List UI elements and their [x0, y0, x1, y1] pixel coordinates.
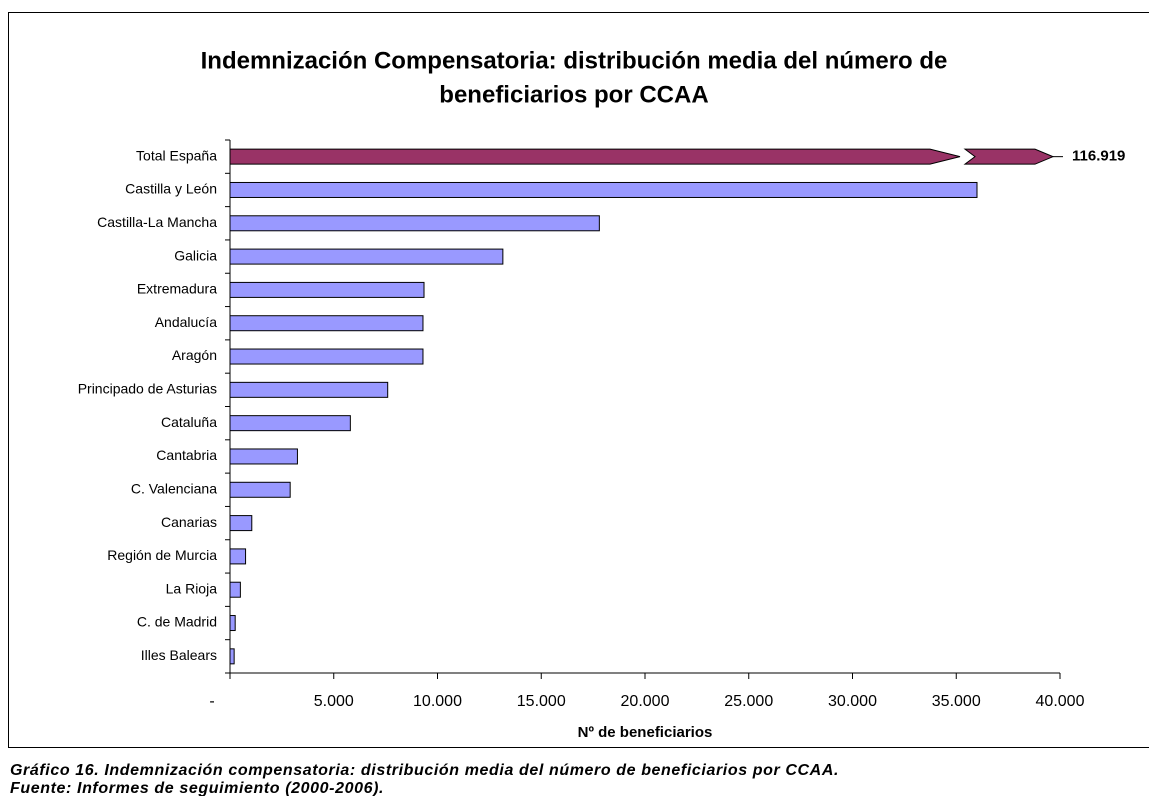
bar [229, 615, 236, 632]
bar [229, 148, 1055, 165]
chart-border [8, 12, 1149, 748]
y-tick-label: La Rioja [166, 580, 218, 596]
y-tick-label: Castilla-La Mancha [97, 214, 217, 230]
x-tick-label: - [209, 693, 214, 710]
bar [229, 215, 600, 232]
y-tick-label: Galicia [174, 247, 217, 263]
y-tick-label: Principado de Asturias [78, 381, 217, 397]
x-axis-label: Nº de beneficiarios [578, 724, 713, 741]
caption: Fuente: Informes de seguimiento (2000-20… [10, 780, 384, 796]
bar [229, 248, 504, 265]
value-label: 116.919 [1072, 148, 1125, 165]
x-tick-label: 20.000 [621, 693, 670, 710]
x-tick-label: 25.000 [724, 693, 773, 710]
bar [229, 315, 424, 332]
bar [229, 348, 424, 365]
x-tick-label: 10.000 [413, 693, 462, 710]
bar [229, 448, 298, 465]
x-tick-label: 15.000 [517, 693, 566, 710]
bar [229, 181, 978, 198]
y-tick-label: Castilla y León [125, 181, 217, 197]
x-tick-label: 30.000 [828, 693, 877, 710]
bar [229, 381, 389, 398]
bar [229, 581, 241, 598]
bar [229, 515, 253, 532]
bar [229, 281, 425, 298]
bar [229, 548, 247, 565]
y-tick-label: Illes Balears [141, 647, 217, 663]
y-tick-label: Extremadura [137, 281, 217, 297]
chart-title: Indemnización Compensatoria: distribució… [201, 47, 948, 74]
y-tick-label: Región de Murcia [107, 547, 217, 563]
y-tick-label: Total España [136, 147, 217, 163]
chart-title: beneficiarios por CCAA [439, 81, 708, 108]
y-tick-label: Canarias [161, 514, 217, 530]
x-tick-label: 5.000 [314, 693, 354, 710]
bar [229, 415, 351, 432]
bar [229, 648, 235, 665]
bar [229, 481, 291, 498]
y-tick-label: C. Valenciana [131, 480, 217, 496]
x-tick-label: 35.000 [932, 693, 981, 710]
y-tick-label: Cantabria [156, 447, 217, 463]
y-tick-label: Cataluña [161, 414, 217, 430]
y-tick-label: Andalucía [155, 314, 217, 330]
y-tick-label: C. de Madrid [137, 614, 217, 630]
caption: Gráfico 16. Indemnización compensatoria:… [10, 762, 839, 779]
x-tick-label: 40.000 [1036, 693, 1085, 710]
y-tick-label: Aragón [172, 347, 217, 363]
